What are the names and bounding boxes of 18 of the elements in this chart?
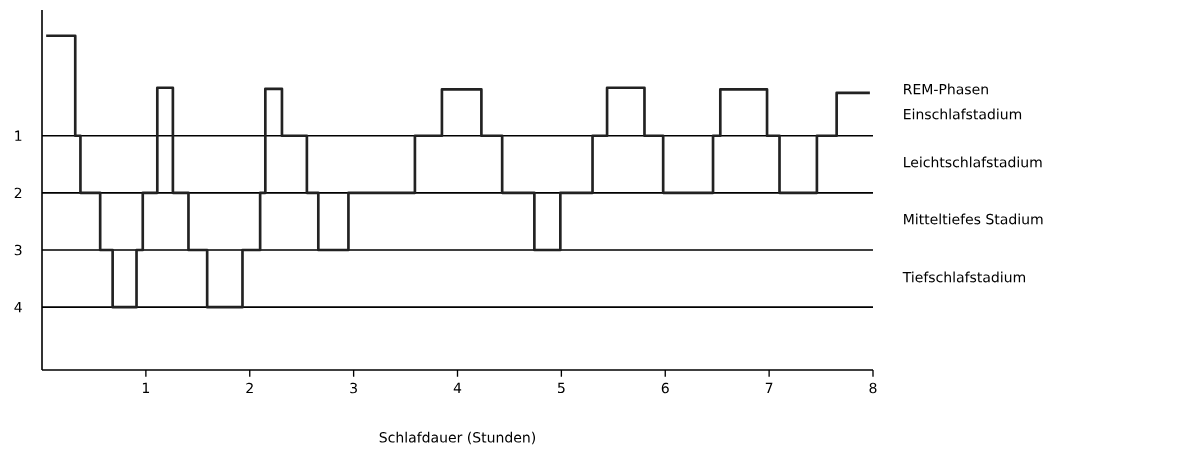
x-tick-label: 6 [661,382,669,394]
x-tick-label: 8 [869,382,877,394]
text: REM-Phasen [904,83,988,95]
text: Mitteltiefes Stadium [904,213,1043,225]
x-axis-title: Schlafdauer (Stunden) [379,431,536,445]
x-tick-label: 4 [453,382,462,393]
y-tick-label: 1 [15,130,22,141]
x-tick-label: 2 [246,382,253,394]
x-tick-label: 3 [350,382,357,394]
y-tick-label: 3 [14,244,22,256]
y-tick-label: 4 [14,302,22,313]
text: Tiefschlafstadium [902,271,1026,283]
text: Leichtschlafstadium [904,156,1042,168]
y-tick-label: 2 [14,187,22,199]
text: Einschlafstadium [904,108,1022,120]
x-tick-label: 7 [765,382,773,393]
x-tick-label: 1 [142,382,150,393]
x-tick-label: 5 [558,382,565,394]
